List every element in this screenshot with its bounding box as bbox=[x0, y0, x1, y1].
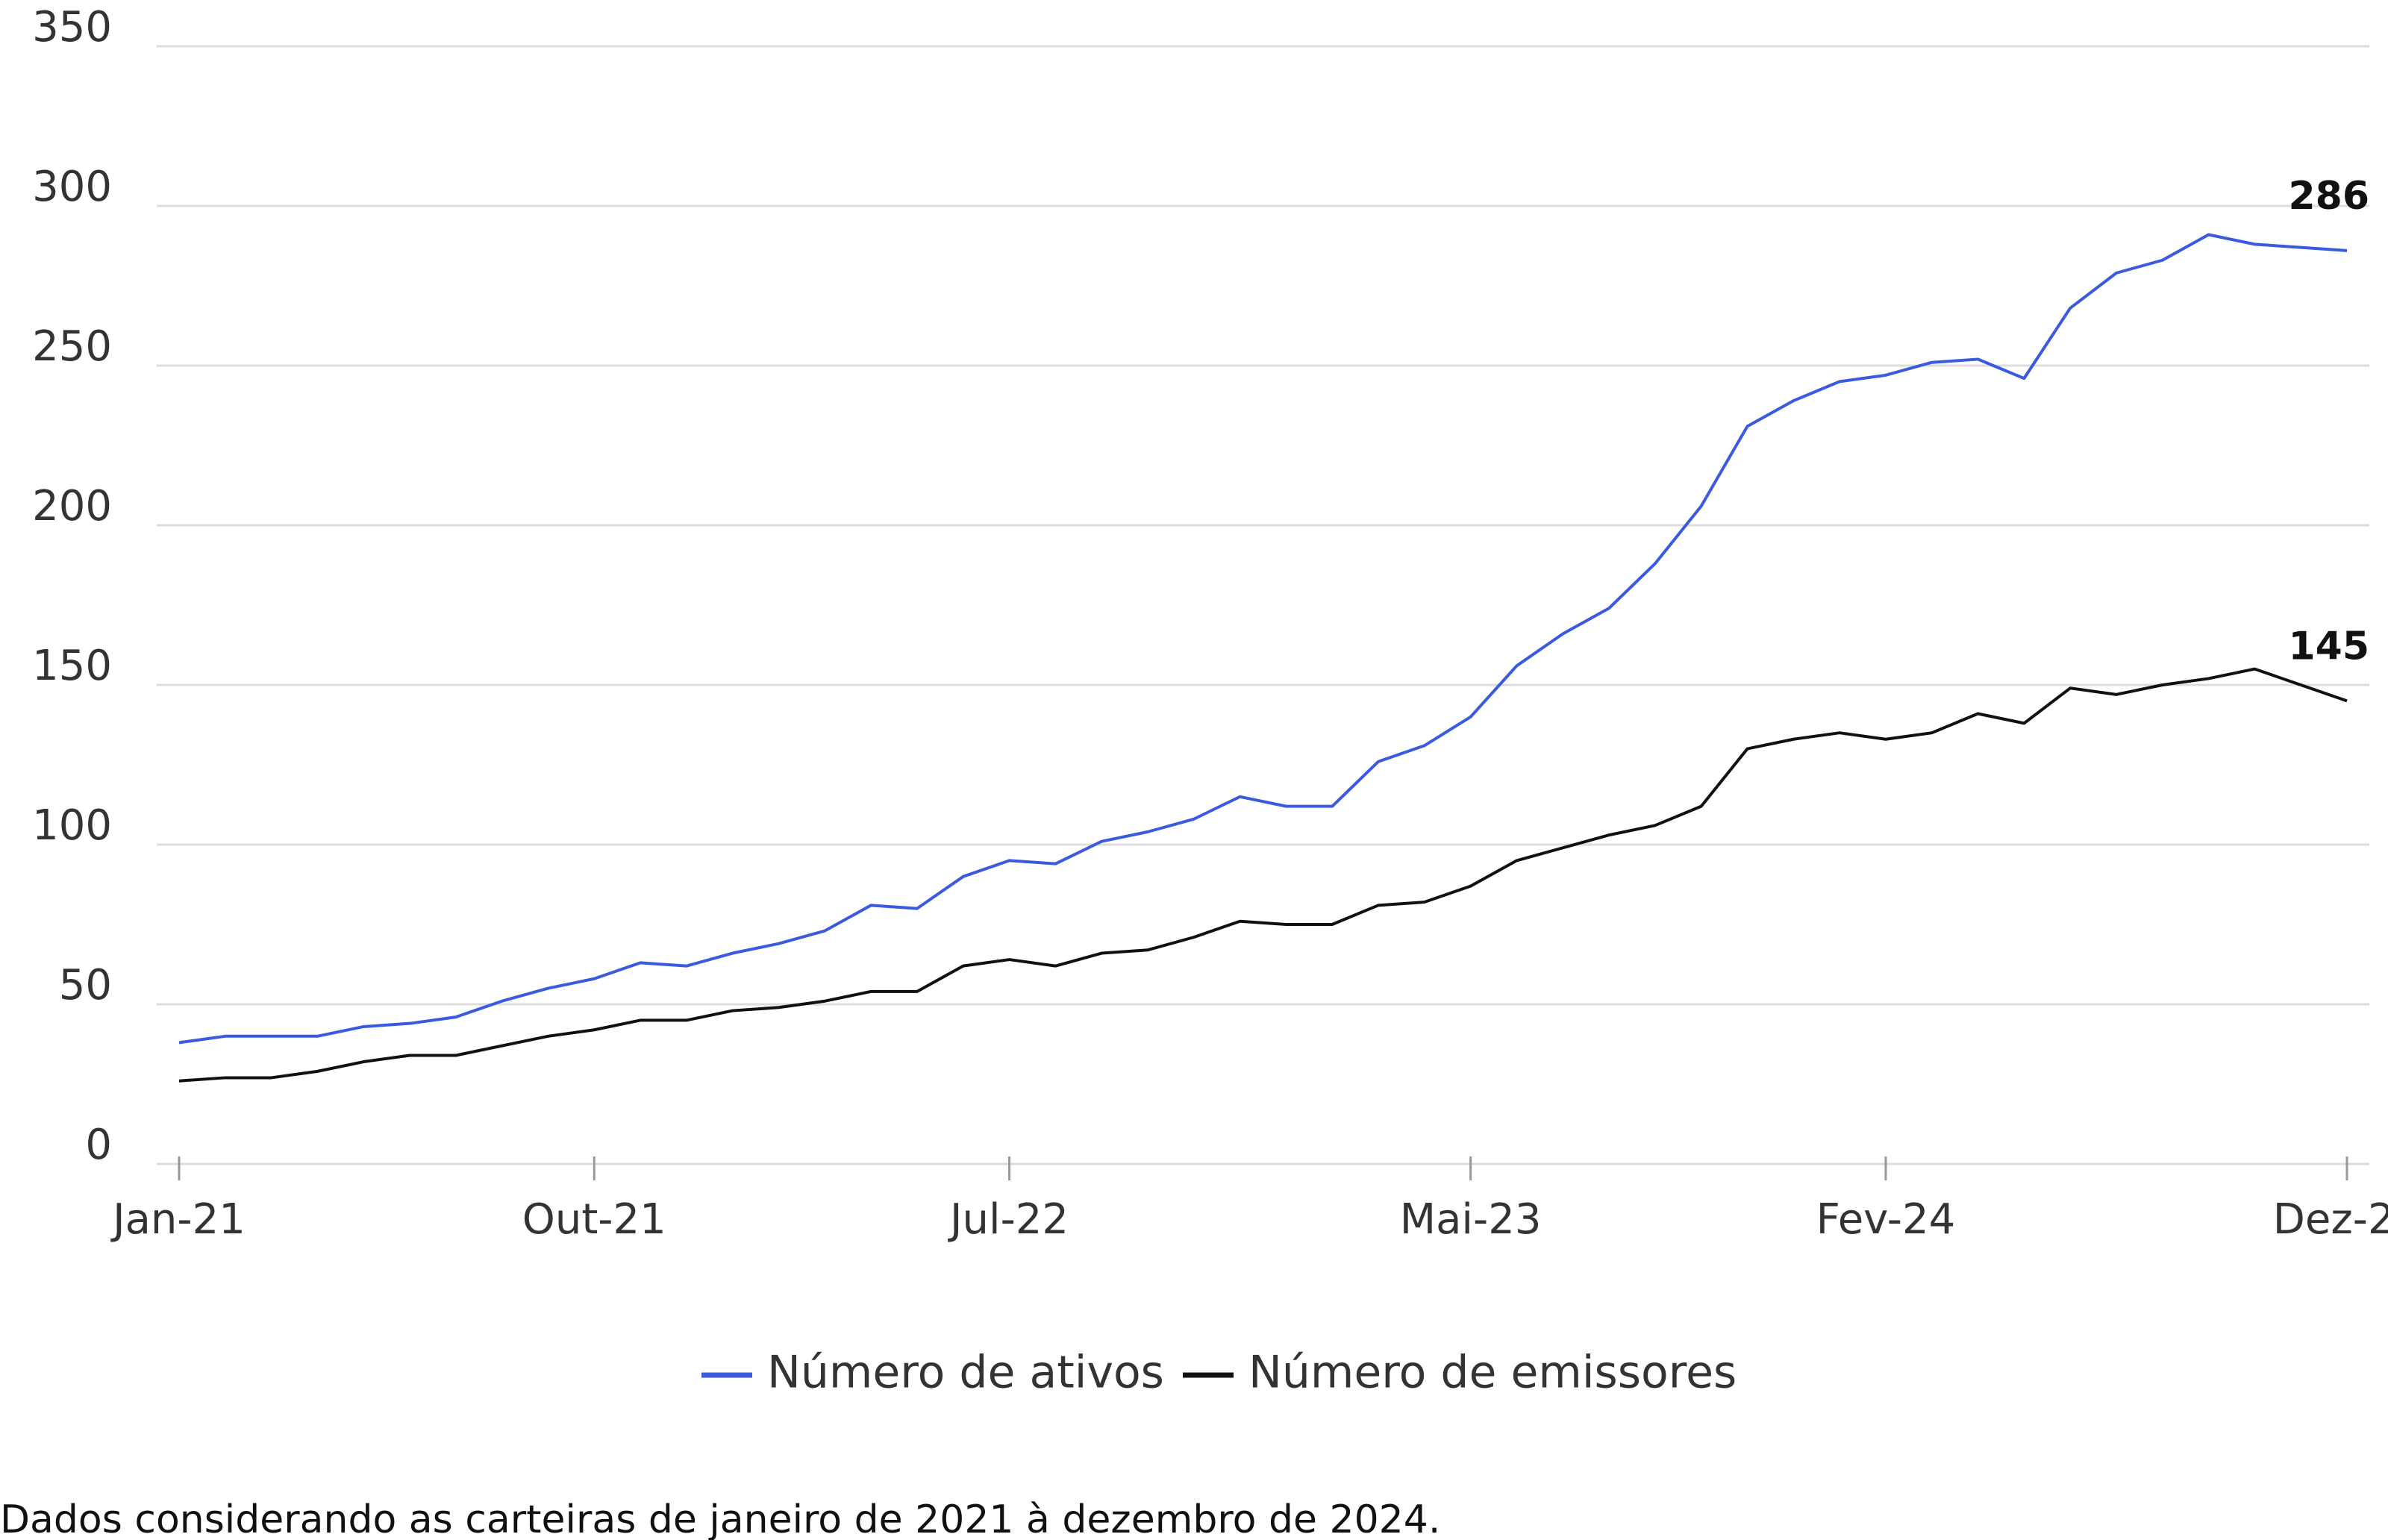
x-tick-label: Fev-24 bbox=[1816, 1195, 1956, 1244]
y-tick-label: 100 bbox=[32, 801, 112, 850]
x-tick-label: Dez-24 bbox=[2273, 1195, 2388, 1244]
x-tick-label: Jan-21 bbox=[110, 1195, 246, 1244]
y-tick-label: 200 bbox=[32, 482, 112, 530]
x-tick-label: Out-21 bbox=[522, 1195, 666, 1244]
x-tick-label: Jul-22 bbox=[948, 1195, 1069, 1244]
y-tick-label: 350 bbox=[32, 3, 112, 51]
data-line bbox=[178, 233, 2348, 1045]
data-label: 286 bbox=[2288, 174, 2369, 219]
y-tick-label: 150 bbox=[32, 642, 112, 690]
legend-label: Número de ativos bbox=[767, 1347, 1164, 1399]
data-line bbox=[178, 667, 2348, 1083]
y-tick-label: 250 bbox=[32, 322, 112, 371]
y-tick-label: 0 bbox=[85, 1121, 112, 1169]
footnote: Dados considerando as carteiras de janei… bbox=[0, 1497, 1440, 1540]
data-label: 145 bbox=[2288, 624, 2369, 669]
legend-label: Número de emissores bbox=[1248, 1347, 1737, 1399]
y-tick-label: 300 bbox=[32, 163, 112, 211]
x-tick-label: Mai-23 bbox=[1400, 1195, 1542, 1244]
y-tick-label: 50 bbox=[59, 961, 112, 1010]
